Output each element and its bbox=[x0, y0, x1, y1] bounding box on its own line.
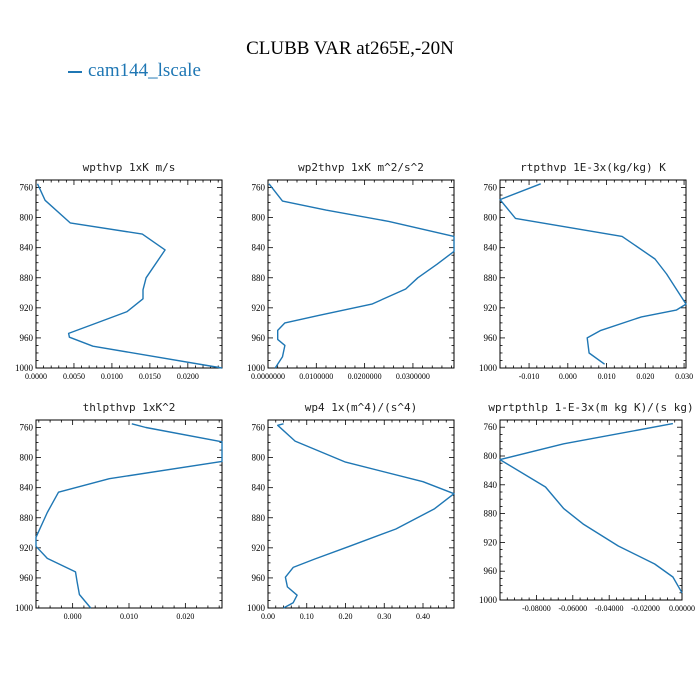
series-line bbox=[268, 183, 455, 369]
y-tick-label: 800 bbox=[20, 453, 34, 463]
x-tick-label: -0.08000 bbox=[522, 604, 551, 613]
y-tick-label: 960 bbox=[252, 573, 266, 583]
x-tick-label: 0.010 bbox=[120, 612, 138, 621]
y-tick-label: 880 bbox=[252, 273, 266, 283]
legend: cam144_lscale bbox=[68, 60, 201, 82]
panel-title: wp2thvp 1xK m^2/s^2 bbox=[298, 161, 424, 174]
y-tick-label: 960 bbox=[20, 573, 34, 583]
y-tick-label: 760 bbox=[252, 183, 266, 193]
panel-4: thlpthvp 1xK^2 760 800 840 880 920 960 1000 0.00… bbox=[15, 401, 223, 621]
y-tick-label: 920 bbox=[20, 303, 34, 313]
y-tick-label: 880 bbox=[20, 273, 34, 283]
plot-frame bbox=[499, 419, 683, 601]
y-tick-label: 920 bbox=[20, 543, 34, 553]
y-tick-label: 960 bbox=[20, 333, 34, 343]
panel-title: thlpthvp 1xK^2 bbox=[83, 401, 176, 414]
x-tick-label: 0.0300000 bbox=[396, 372, 430, 381]
series-line bbox=[36, 183, 223, 369]
x-tick-label: -0.06000 bbox=[558, 604, 587, 613]
x-tick-label: 0.20 bbox=[339, 612, 353, 621]
x-tick-label: 0.30 bbox=[377, 612, 391, 621]
plot-frame bbox=[267, 179, 455, 369]
panel-5: wp4 1x(m^4)/(s^4)76080084088092096010000… bbox=[247, 401, 455, 621]
x-tick-label: 0.0000 bbox=[25, 372, 47, 381]
x-tick-label: 0.00000 bbox=[669, 604, 695, 613]
y-tick-label: 1000 bbox=[479, 595, 498, 605]
x-tick-label: -0.010 bbox=[519, 372, 540, 381]
x-tick-label: 0.0000000 bbox=[251, 372, 285, 381]
y-tick-label: 960 bbox=[484, 566, 498, 576]
y-tick-label: 920 bbox=[252, 543, 266, 553]
y-tick-label: 840 bbox=[484, 480, 498, 490]
panel-6: wprtpthlp 1-E-3x(m kg K)/(s kg) 760 800 840… bbox=[479, 401, 695, 613]
y-tick-label: 920 bbox=[484, 537, 498, 547]
x-tick-label: 0.00 bbox=[261, 612, 275, 621]
series-line bbox=[35, 423, 223, 609]
x-tick-label: -0.04000 bbox=[595, 604, 624, 613]
y-tick-label: 760 bbox=[20, 423, 34, 433]
y-tick-label: 760 bbox=[484, 422, 498, 432]
y-tick-label: 1000 bbox=[15, 603, 34, 613]
y-tick-label: 760 bbox=[20, 183, 34, 193]
y-tick-label: 800 bbox=[484, 451, 498, 461]
x-tick-label: 0.010 bbox=[598, 372, 616, 381]
x-tick-label: 0.000 bbox=[64, 612, 82, 621]
plot-frame bbox=[35, 179, 223, 369]
y-tick-label: 880 bbox=[484, 273, 498, 283]
y-tick-label: 880 bbox=[484, 509, 498, 519]
legend-label: cam144_lscale bbox=[88, 60, 201, 81]
y-tick-label: 920 bbox=[484, 303, 498, 313]
y-tick-label: 880 bbox=[20, 513, 34, 523]
x-tick-label: 0.0200 bbox=[177, 372, 199, 381]
x-tick-label: 0.0100 bbox=[101, 372, 123, 381]
series-line bbox=[499, 183, 687, 365]
y-tick-label: 840 bbox=[252, 483, 266, 493]
plot-frame bbox=[267, 419, 455, 609]
panel-3: rtpthvp 1E-3x(kg/kg) K 760 800 840 880 920 960… bbox=[479, 161, 693, 381]
x-tick-label: -0.02000 bbox=[631, 604, 660, 613]
x-tick-label: 0.0150 bbox=[139, 372, 161, 381]
y-tick-label: 800 bbox=[484, 213, 498, 223]
x-tick-label: 0.0100000 bbox=[299, 372, 333, 381]
y-tick-label: 760 bbox=[484, 183, 498, 193]
y-tick-label: 880 bbox=[252, 513, 266, 523]
y-tick-label: 960 bbox=[252, 333, 266, 343]
y-tick-label: 800 bbox=[252, 453, 266, 463]
plot-frame bbox=[35, 419, 223, 609]
y-tick-label: 1000 bbox=[247, 363, 266, 373]
y-tick-label: 840 bbox=[20, 483, 34, 493]
panel-title: rtpthvp 1E-3x(kg/kg) K bbox=[520, 161, 666, 174]
y-tick-label: 840 bbox=[20, 243, 34, 253]
y-tick-label: 1000 bbox=[247, 603, 266, 613]
x-tick-label: 0.40 bbox=[416, 612, 430, 621]
panel-title: wp4 1x(m^4)/(s^4) bbox=[305, 401, 418, 414]
series-line bbox=[499, 422, 683, 594]
y-tick-label: 840 bbox=[484, 243, 498, 253]
x-tick-label: 0.0200000 bbox=[348, 372, 382, 381]
panel-1: wpthvp 1xK m/s76080084088092096010000.00… bbox=[15, 161, 223, 381]
plot-frame bbox=[499, 179, 687, 369]
x-tick-label: 0.020 bbox=[176, 612, 194, 621]
x-tick-label: 0.0050 bbox=[63, 372, 85, 381]
panel-title: wprtpthlp 1-E-3x(m kg K)/(s kg) bbox=[488, 401, 693, 414]
legend-line-icon bbox=[68, 70, 82, 73]
figure-title: CLUBB VAR at265E,-20N bbox=[246, 38, 454, 59]
y-tick-label: 920 bbox=[252, 303, 266, 313]
y-tick-label: 1000 bbox=[479, 363, 498, 373]
x-tick-label: 0.020 bbox=[636, 372, 654, 381]
series-line bbox=[277, 423, 455, 609]
x-tick-label: 0.10 bbox=[300, 612, 314, 621]
x-tick-label: 0.030 bbox=[675, 372, 693, 381]
y-tick-label: 960 bbox=[484, 333, 498, 343]
panel-title: wpthvp 1xK m/s bbox=[83, 161, 176, 174]
y-tick-label: 800 bbox=[252, 213, 266, 223]
y-tick-label: 840 bbox=[252, 243, 266, 253]
x-tick-label: 0.000 bbox=[559, 372, 577, 381]
y-tick-label: 1000 bbox=[15, 363, 34, 373]
y-tick-label: 800 bbox=[20, 213, 34, 223]
y-tick-label: 760 bbox=[252, 423, 266, 433]
panel-2: wp2thvp 1xK m^2/s^2 760 800 840 880 920 960 100… bbox=[247, 161, 455, 381]
